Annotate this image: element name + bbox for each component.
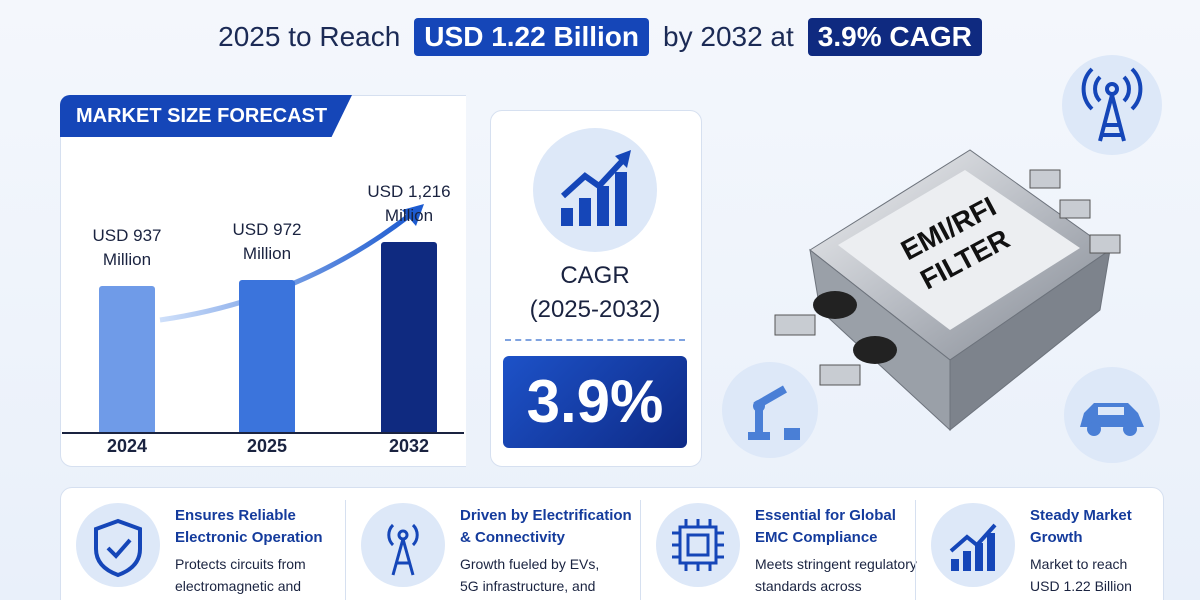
- value-label: USD 972 Million: [232, 220, 302, 264]
- value-label: USD 1,216 Million: [367, 182, 451, 225]
- x-tick-label: 2024: [106, 436, 148, 456]
- growth-icon: [560, 150, 631, 226]
- header: 2025 to Reach USD 1.22 Billion by 2032 a…: [0, 18, 1200, 56]
- feature-title: Electronic Operation: [175, 529, 323, 546]
- separator: [345, 500, 346, 600]
- feature-description: USD 1.22 Billion: [1030, 578, 1132, 594]
- feature-title: Driven by Electrification: [460, 507, 632, 524]
- feature-title: Ensures Reliable: [175, 507, 296, 524]
- cagr-value: 3.9%: [503, 356, 687, 448]
- feature-glyph: [94, 518, 142, 578]
- x-tick-label: 2032: [388, 436, 430, 456]
- feature-description: 5G infrastructure, and: [460, 578, 596, 594]
- feature-icon: [76, 503, 160, 587]
- feature-title: EMC Compliance: [755, 529, 878, 546]
- feature-glyph: [672, 519, 724, 571]
- cagr-label: CAGR: [560, 262, 630, 289]
- feature-title: Growth: [1030, 529, 1083, 546]
- feature-icon: [931, 503, 1015, 587]
- antenna-icon: [1062, 55, 1162, 155]
- antenna-glyph: [1081, 67, 1143, 142]
- feature-icon: [361, 503, 445, 587]
- feature-description: Meets stringent regulatory: [755, 556, 917, 572]
- bar: [239, 280, 295, 432]
- baseline: [62, 432, 464, 434]
- x-tick-label: 2025: [246, 436, 288, 456]
- separator: [915, 500, 916, 600]
- feature-description: Growth fueled by EVs,: [460, 556, 600, 572]
- feature-description: standards across: [755, 578, 862, 594]
- car-glyph: [1080, 403, 1144, 436]
- header-highlight: 3.9% CAGR: [807, 18, 982, 56]
- feature-title: & Connectivity: [460, 529, 566, 546]
- feature-description: Market to reach: [1030, 556, 1128, 572]
- bar: [99, 285, 155, 432]
- growth-icon-bg: [533, 128, 657, 252]
- feature-icon: [656, 503, 740, 587]
- robot-glyph: [748, 385, 800, 440]
- value-label: USD 937 Million: [92, 225, 162, 269]
- feature-glyph: [387, 523, 419, 576]
- feature-glyph: [949, 523, 997, 571]
- divider: [505, 339, 685, 341]
- robot-icon: [722, 362, 818, 458]
- feature-title: Steady Market: [1030, 507, 1132, 524]
- header-text: 2025 to Reach: [218, 21, 401, 52]
- arrow-head: [402, 204, 424, 226]
- header-text: by 2032 at: [663, 21, 794, 52]
- separator: [640, 500, 641, 600]
- header-highlight: USD 1.22 Billion: [414, 18, 650, 56]
- product-image: EMI/RFI FILTER: [774, 149, 1121, 432]
- feature-description: Protects circuits from: [175, 556, 306, 572]
- feature-description: electromagnetic and: [175, 578, 302, 594]
- cagr-period: (2025-2032): [529, 296, 661, 323]
- feature-title: Essential for Global: [755, 507, 896, 524]
- chart-title: MARKET SIZE FORECAST: [60, 95, 352, 137]
- bar: [381, 242, 437, 432]
